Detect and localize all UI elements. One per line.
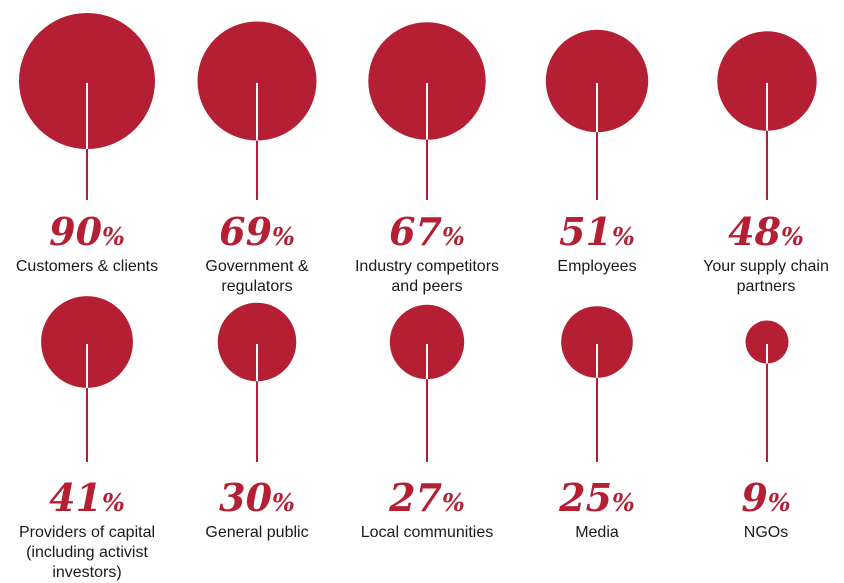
- bubble: [368, 22, 486, 140]
- bubble: [217, 302, 297, 382]
- category-label: Local communities: [360, 524, 494, 541]
- category-label: NGOs: [743, 524, 789, 541]
- bubble: [197, 21, 317, 141]
- item-media: 25% Media: [511, 478, 683, 543]
- value-label: 90%: [49, 209, 125, 254]
- item-ngos: 9% NGOs: [680, 478, 844, 543]
- item-government: 69% Government & regulators: [171, 212, 343, 297]
- value-label: 67%: [389, 209, 465, 254]
- bubble: [389, 304, 465, 380]
- value-label: 9%: [741, 475, 791, 520]
- item-local-communities: 27% Local communities: [341, 478, 513, 543]
- value-label: 69%: [219, 209, 295, 254]
- value-label: 48%: [728, 209, 804, 254]
- category-label: Providers of capital (including activist…: [18, 524, 156, 581]
- item-providers-of-capital: 41% Providers of capital (including acti…: [1, 478, 173, 583]
- value-label: 30%: [219, 475, 295, 520]
- category-label: Customers & clients: [15, 258, 159, 275]
- bubble: [717, 31, 817, 131]
- category-label: Employees: [557, 258, 637, 275]
- bubble: [41, 296, 133, 388]
- category-label: Government & regulators: [205, 258, 309, 295]
- bubble: [19, 13, 155, 149]
- item-employees: 51% Employees: [511, 212, 683, 277]
- value-label: 41%: [49, 475, 125, 520]
- bubble: [561, 306, 633, 378]
- category-label: Media: [575, 524, 619, 541]
- category-label: General public: [205, 524, 309, 541]
- item-supply-chain: 48% Your supply chain partners: [680, 212, 844, 297]
- category-label: Industry competitors and peers: [354, 258, 500, 295]
- value-label: 25%: [559, 475, 635, 520]
- item-general-public: 30% General public: [171, 478, 343, 543]
- item-industry: 67% Industry competitors and peers: [341, 212, 513, 297]
- bubble: [745, 320, 789, 364]
- category-label: Your supply chain partners: [703, 258, 829, 295]
- value-label: 51%: [559, 209, 635, 254]
- item-customers: 90% Customers & clients: [1, 212, 173, 277]
- value-label: 27%: [389, 475, 465, 520]
- bubble: [545, 29, 649, 133]
